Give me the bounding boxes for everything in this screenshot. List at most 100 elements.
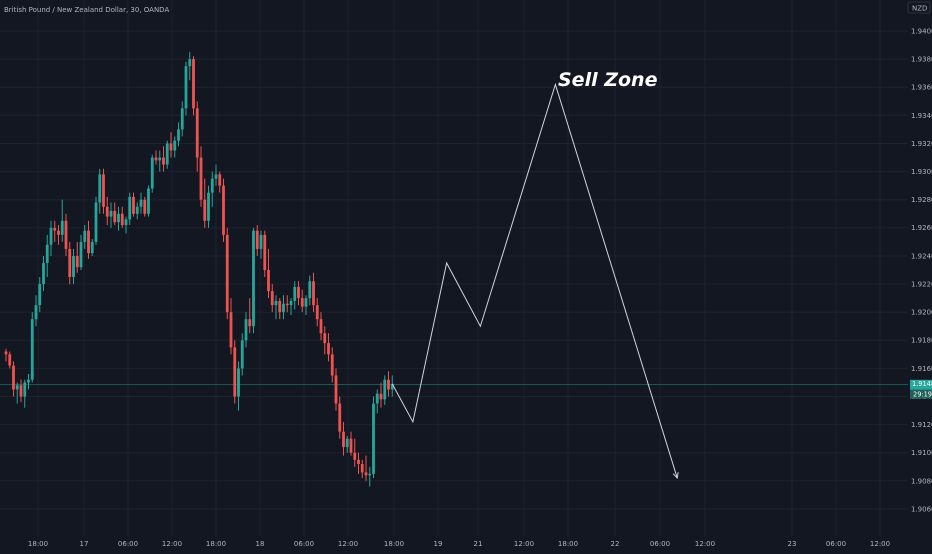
price-tick-label: 1.92200 xyxy=(911,280,932,288)
candle xyxy=(27,374,30,390)
candle-body xyxy=(330,354,334,376)
candle xyxy=(308,275,312,306)
candle xyxy=(113,202,117,226)
candle-body xyxy=(327,343,330,355)
candle xyxy=(154,150,158,165)
sell-zone-annotation[interactable]: Sell Zone xyxy=(558,69,658,91)
candle-body xyxy=(255,230,259,249)
time-tick-label: 18 xyxy=(256,540,265,548)
price-tick-label: 1.91200 xyxy=(911,421,932,429)
candle xyxy=(188,52,192,81)
candle xyxy=(210,171,214,207)
candle xyxy=(207,185,210,228)
candle-body xyxy=(4,351,8,355)
candle-body xyxy=(222,185,225,235)
candle-body xyxy=(154,157,158,161)
candle-body xyxy=(225,234,229,313)
candle-body xyxy=(158,157,162,161)
candle xyxy=(128,192,132,226)
candle-body xyxy=(248,319,252,327)
current-price-badge-bg xyxy=(910,379,932,390)
candle-body xyxy=(312,281,315,306)
time-tick-label: 18:00 xyxy=(558,540,578,548)
candle xyxy=(229,298,233,355)
candle-body xyxy=(38,284,42,306)
candle-body xyxy=(285,303,289,306)
price-tick-label: 1.90600 xyxy=(911,505,932,513)
candle xyxy=(195,101,199,172)
candle xyxy=(334,368,338,411)
candle xyxy=(342,421,345,456)
candle xyxy=(233,340,237,404)
candle-body xyxy=(79,241,83,268)
candle-body xyxy=(293,286,297,301)
candle-body xyxy=(300,298,304,307)
candle xyxy=(390,375,394,397)
candle xyxy=(102,168,105,214)
candle xyxy=(214,164,218,186)
candle-body xyxy=(180,108,184,130)
candle xyxy=(184,61,188,116)
candle-body xyxy=(282,303,285,313)
candle xyxy=(34,295,38,327)
candle xyxy=(222,178,225,242)
candle-body xyxy=(360,464,364,473)
candle xyxy=(105,196,109,226)
price-tick-label: 1.91800 xyxy=(911,337,932,345)
grid-lines xyxy=(0,0,908,536)
candle xyxy=(349,431,353,456)
candle-body xyxy=(244,319,248,341)
candle-body xyxy=(94,202,98,242)
price-tick-label: 1.93600 xyxy=(911,84,932,92)
price-tick-label: 1.93800 xyxy=(911,56,932,64)
time-tick-label: 06:00 xyxy=(650,540,670,548)
candle-body xyxy=(334,375,338,404)
candle-body xyxy=(113,210,117,223)
projection-drawing[interactable] xyxy=(391,82,679,480)
candle-body xyxy=(259,234,263,249)
candle xyxy=(162,146,165,172)
candle-body xyxy=(49,227,53,245)
candle xyxy=(45,234,49,278)
candle xyxy=(98,168,102,214)
price-tick-label: 1.94000 xyxy=(911,27,932,35)
candle-body xyxy=(19,385,23,397)
time-tick-label: 18:00 xyxy=(28,540,48,548)
price-tick-label: 1.92400 xyxy=(911,252,932,260)
time-tick-label: 06:00 xyxy=(826,540,846,548)
candle-body xyxy=(165,143,169,165)
candle-body xyxy=(304,298,308,307)
time-tick-label: 21 xyxy=(474,540,483,548)
candle xyxy=(203,178,207,228)
candle-body xyxy=(357,459,360,465)
candle xyxy=(158,150,162,172)
price-tick-label: 1.93400 xyxy=(911,112,932,120)
candle xyxy=(79,234,83,270)
candle xyxy=(300,289,304,313)
projection-path-line[interactable] xyxy=(391,82,678,479)
candle xyxy=(319,312,323,341)
candle-body xyxy=(143,199,147,214)
candle xyxy=(293,281,297,310)
price-axis[interactable]: 1.94000 1.93800 1.93600 1.93400 1.93200 1.930… xyxy=(908,0,932,550)
currency-box[interactable] xyxy=(907,1,931,14)
candle xyxy=(252,227,255,334)
candle xyxy=(109,202,113,228)
price-tick-label: 1.93200 xyxy=(911,140,932,148)
candle xyxy=(270,284,274,313)
candle-body xyxy=(105,206,109,217)
candle xyxy=(297,281,300,306)
candle-body xyxy=(308,281,312,299)
candle-body xyxy=(109,210,113,217)
price-tick-label: 1.92800 xyxy=(911,196,932,204)
candle xyxy=(330,347,334,383)
candle xyxy=(177,122,180,147)
candle xyxy=(120,206,124,228)
candle-body xyxy=(45,244,49,263)
candle-body xyxy=(289,300,293,306)
bar-countdown: 29:19 xyxy=(913,390,932,398)
candle-body xyxy=(128,196,132,220)
time-axis[interactable]: 18:00 17 06:00 12:00 18:00 18 06:00 12:00 18:00 1… xyxy=(0,536,932,550)
